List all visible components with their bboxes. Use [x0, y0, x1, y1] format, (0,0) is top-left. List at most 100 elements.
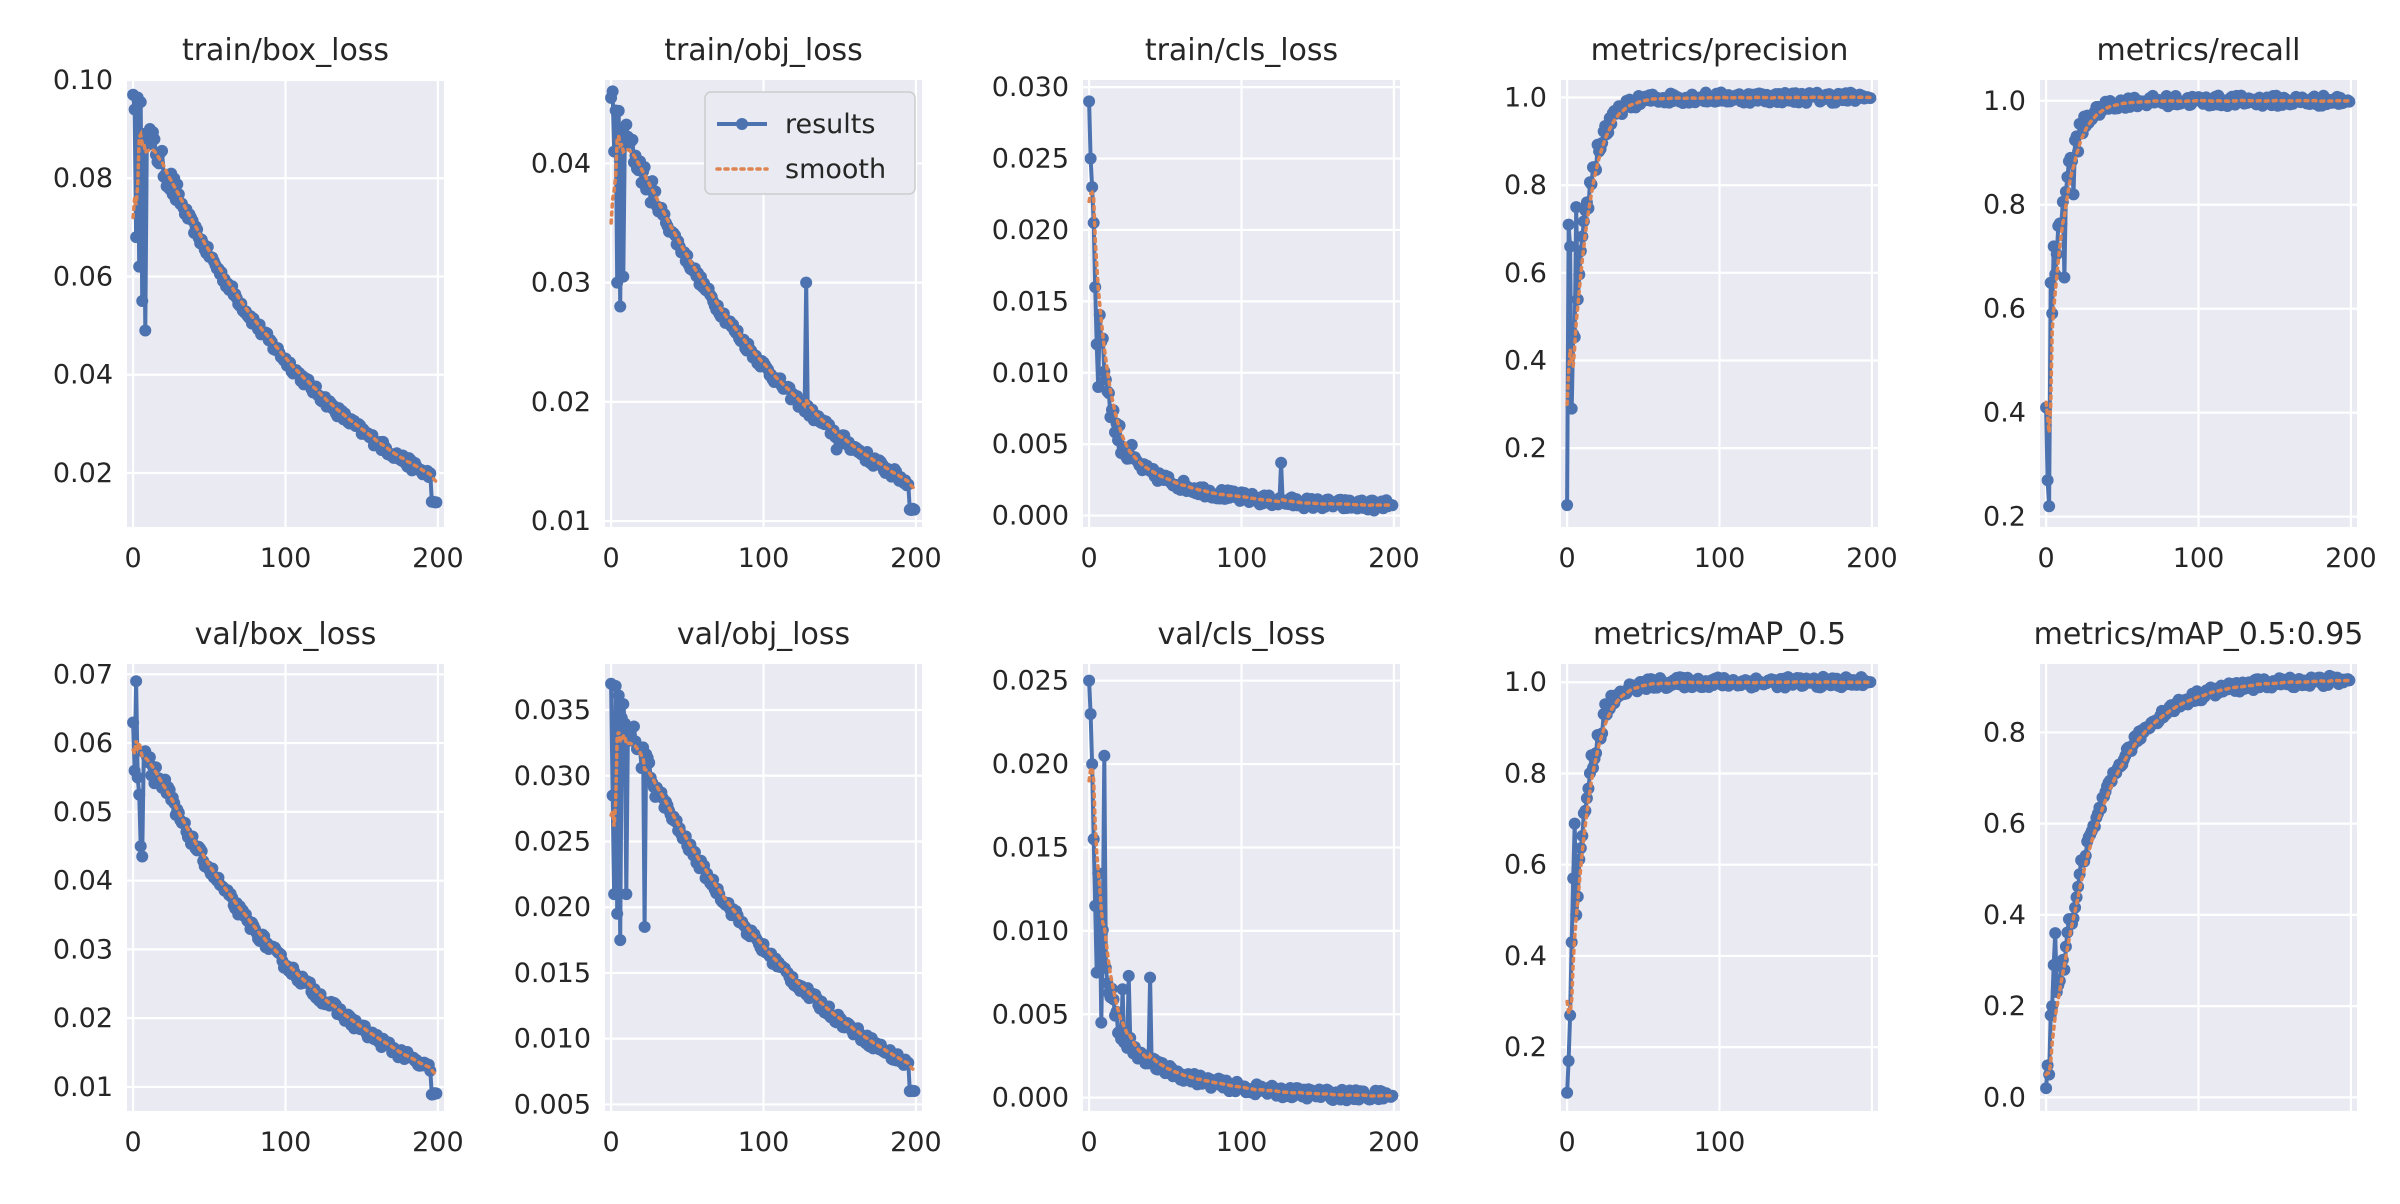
results-point	[139, 324, 152, 337]
x-tick-label: 100	[1216, 1127, 1268, 1158]
results-point	[130, 675, 143, 688]
y-tick-label: 0.02	[531, 387, 591, 418]
results-point	[153, 157, 166, 170]
y-tick-label: 0.8	[1983, 190, 2026, 221]
results-point	[617, 270, 630, 283]
results-point	[130, 231, 143, 244]
x-tick-label: 200	[1368, 543, 1420, 574]
y-tick-label: 0.005	[514, 1089, 591, 1120]
x-tick-label: 0	[1559, 543, 1576, 574]
x-tick-label: 0	[125, 543, 142, 574]
x-tick-label: 200	[2325, 543, 2377, 574]
y-tick-label: 0.02	[53, 458, 113, 489]
subplot: val/cls_loss 0.000 0.005 0.010 0.015 0.020 0.0…	[992, 617, 1420, 1158]
x-tick-label: 0	[1081, 1127, 1098, 1158]
results-point	[2050, 248, 2063, 261]
y-tick-label: 0.020	[992, 215, 1069, 246]
results-point	[1083, 674, 1096, 687]
x-tick-label: 200	[1368, 1127, 1420, 1158]
subplot: metrics/mAP_0.5 0.2 0.4 0.6 0.8 1.0 0 100	[1504, 617, 1878, 1158]
results-point	[148, 133, 161, 146]
y-tick-label: 0.025	[992, 144, 1069, 175]
results-point	[134, 96, 147, 109]
results-point	[908, 503, 921, 516]
results-point	[643, 756, 656, 769]
subplot: val/box_loss 0.01 0.02 0.03 0.04 0.05 0.06 0.07…	[53, 617, 464, 1158]
y-tick-label: 0.6	[1983, 294, 2026, 325]
results-point	[1125, 438, 1138, 451]
results-point	[638, 161, 651, 174]
results-point	[608, 888, 621, 901]
y-tick-label: 0.015	[992, 286, 1069, 317]
x-tick-label: 200	[890, 543, 942, 574]
y-tick-label: 0.015	[514, 958, 591, 989]
results-point	[1574, 842, 1587, 855]
results-point	[136, 850, 149, 863]
results-point	[1092, 381, 1105, 394]
y-tick-label: 0.025	[514, 826, 591, 857]
y-tick-label: 0.04	[531, 148, 591, 179]
y-tick-label: 0.06	[53, 728, 113, 759]
y-tick-label: 0.005	[992, 429, 1069, 460]
y-tick-label: 0.0	[1983, 1082, 2026, 1113]
results-point	[149, 761, 162, 774]
results-point	[1122, 969, 1135, 982]
results-point	[1084, 708, 1097, 721]
legend-label-smooth: smooth	[785, 154, 886, 185]
results-point	[1386, 1089, 1399, 1102]
x-tick-label: 200	[412, 543, 464, 574]
x-tick-label: 0	[603, 543, 620, 574]
results-point	[2343, 95, 2356, 108]
results-point	[1864, 676, 1877, 689]
results-point	[2043, 500, 2056, 513]
results-point	[136, 295, 149, 308]
legend-label-results: results	[785, 109, 875, 140]
x-tick-label: 0	[1559, 1127, 1576, 1158]
y-tick-label: 0.030	[992, 72, 1069, 103]
y-tick-label: 0.06	[53, 261, 113, 292]
subplot: train/obj_loss 0.01 0.02 0.03 0.04 0 100 200 res…	[531, 33, 942, 574]
subplot-title: metrics/mAP_0.5:0.95	[2034, 617, 2364, 652]
y-tick-label: 0.01	[531, 506, 591, 537]
y-tick-label: 0.2	[1983, 502, 2026, 533]
y-tick-label: 0.8	[1504, 170, 1547, 201]
y-tick-label: 0.02	[53, 1003, 113, 1034]
results-point	[611, 907, 624, 920]
results-point	[1083, 95, 1096, 108]
smooth-line	[131, 740, 439, 1077]
y-tick-label: 0.07	[53, 659, 113, 690]
results-point	[133, 260, 146, 273]
results-point	[133, 788, 146, 801]
x-tick-label: 100	[738, 543, 790, 574]
results-point	[430, 1087, 443, 1100]
results-point	[2040, 1082, 2053, 1095]
subplot: metrics/precision 0.2 0.4 0.6 0.8 1.0 0 100 200	[1504, 33, 1898, 574]
subplot-title: val/cls_loss	[1158, 617, 1326, 652]
results-point	[1561, 499, 1574, 512]
subplot: metrics/recall 0.2 0.4 0.6 0.8 1.0 0 100 200	[1983, 33, 2377, 574]
y-tick-label: 0.020	[514, 892, 591, 923]
results-point	[1084, 152, 1097, 165]
results-point	[1562, 1054, 1575, 1067]
results-point	[1095, 1016, 1108, 1029]
y-tick-label: 0.03	[531, 268, 591, 299]
subplot-title: val/obj_loss	[677, 617, 850, 652]
results-point	[1116, 983, 1129, 996]
results-point	[612, 104, 625, 117]
results-point	[2041, 474, 2054, 487]
subplot-title: metrics/mAP_0.5	[1593, 617, 1846, 652]
results-point	[1561, 1086, 1574, 1099]
results-point	[830, 443, 843, 456]
results-point	[908, 1085, 921, 1098]
y-tick-label: 0.015	[992, 832, 1069, 863]
y-tick-label: 1.0	[1504, 667, 1547, 698]
results-point	[1564, 240, 1577, 253]
results-point	[1144, 971, 1157, 984]
results-point	[1086, 181, 1099, 194]
x-tick-label: 0	[603, 1127, 620, 1158]
y-tick-label: 0.2	[1504, 433, 1547, 464]
subplot: val/obj_loss 0.005 0.010 0.015 0.020 0.025 0.0…	[514, 617, 942, 1158]
subplot-title: metrics/precision	[1591, 33, 1849, 68]
